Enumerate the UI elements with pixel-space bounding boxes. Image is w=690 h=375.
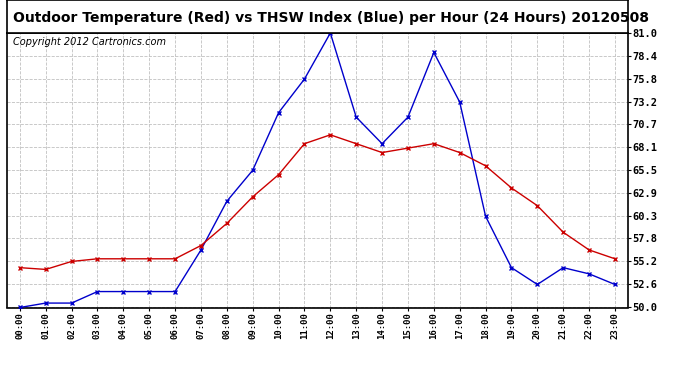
Text: Outdoor Temperature (Red) vs THSW Index (Blue) per Hour (24 Hours) 20120508: Outdoor Temperature (Red) vs THSW Index … [13,11,649,25]
Text: Copyright 2012 Cartronics.com: Copyright 2012 Cartronics.com [13,37,166,47]
